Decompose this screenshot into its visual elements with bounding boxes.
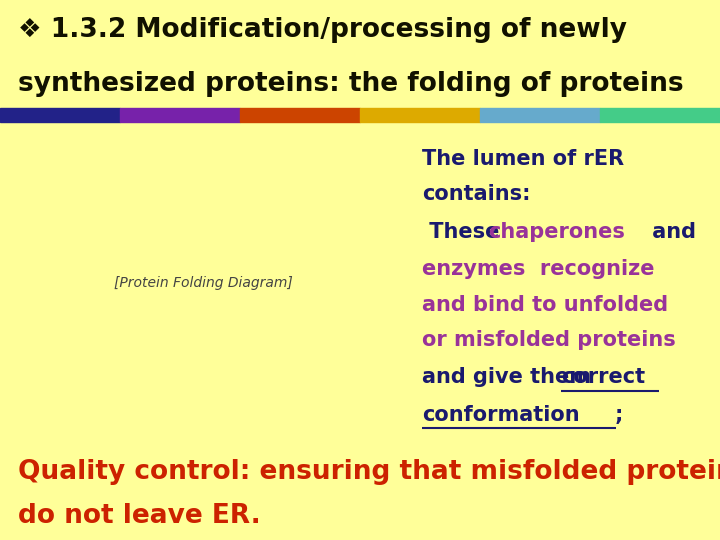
- Text: and give them: and give them: [422, 367, 598, 388]
- Text: chaperones: chaperones: [488, 221, 625, 242]
- Text: conformation: conformation: [422, 404, 580, 425]
- Bar: [480, 108, 600, 122]
- Text: [Protein Folding Diagram]: [Protein Folding Diagram]: [114, 276, 293, 291]
- Bar: [0, 108, 120, 122]
- Text: ❖ 1.3.2 Modification/processing of newly: ❖ 1.3.2 Modification/processing of newly: [18, 17, 627, 43]
- Text: Quality control: ensuring that misfolded proteins: Quality control: ensuring that misfolded…: [18, 460, 720, 485]
- Text: enzymes  recognize: enzymes recognize: [422, 259, 654, 279]
- Bar: [120, 108, 240, 122]
- Text: synthesized proteins: the folding of proteins: synthesized proteins: the folding of pro…: [18, 71, 683, 97]
- Text: contains:: contains:: [422, 184, 531, 205]
- Text: These: These: [422, 221, 507, 242]
- Text: do not leave ER.: do not leave ER.: [18, 503, 261, 529]
- Bar: [360, 108, 480, 122]
- Text: or misfolded proteins: or misfolded proteins: [422, 330, 676, 350]
- Text: and: and: [646, 221, 696, 242]
- Text: ;: ;: [615, 404, 624, 425]
- Bar: [240, 108, 360, 122]
- Bar: [600, 108, 720, 122]
- Text: correct: correct: [562, 367, 645, 388]
- Text: and bind to unfolded: and bind to unfolded: [422, 294, 668, 315]
- Text: The lumen of rER: The lumen of rER: [422, 148, 624, 169]
